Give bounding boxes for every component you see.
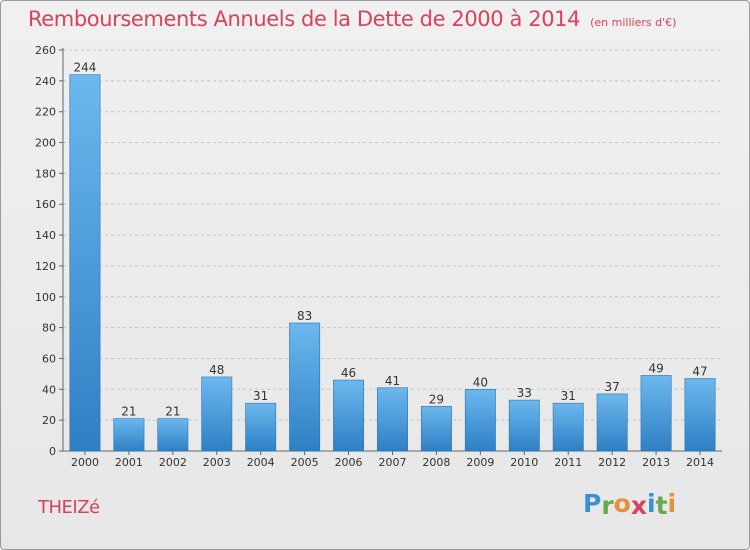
bar-2005 [289, 322, 321, 452]
bar-value-label: 33 [517, 386, 532, 400]
y-tick-label: 100 [35, 291, 56, 304]
y-tick-label: 20 [42, 414, 56, 427]
y-tick-label: 60 [42, 352, 56, 365]
x-tick-label: 2001 [115, 456, 143, 469]
bar-2014 [684, 378, 716, 452]
logo-letter: o [613, 489, 631, 518]
bar-value-label: 37 [605, 380, 620, 394]
bar-2013 [640, 375, 672, 452]
x-tick-label: 2000 [71, 456, 99, 469]
bar-value-label: 244 [74, 61, 97, 75]
logo-letter: P [583, 489, 602, 518]
proxiti-logo: Proxiti [583, 489, 677, 520]
bar-value-label: 46 [341, 366, 356, 380]
logo-letter: i [667, 489, 677, 518]
x-tick-label: 2010 [510, 456, 538, 469]
bar-2004 [245, 402, 277, 452]
bar-2006 [333, 379, 365, 452]
chart-title-text: Remboursements Annuels de la Dette de 20… [28, 7, 581, 31]
y-tick-label: 0 [49, 445, 56, 458]
logo-letter: i [647, 489, 656, 518]
bar-value-label: 49 [648, 361, 663, 375]
chart-unit-note: (en milliers d'€) [590, 16, 677, 29]
bar-2001 [113, 418, 145, 452]
x-tick-label: 2002 [159, 456, 187, 469]
x-tick-label: 2011 [554, 456, 582, 469]
y-tick-label: 240 [35, 75, 56, 88]
logo-letter: r [601, 491, 614, 520]
bar-value-label: 21 [121, 405, 136, 419]
logo-letter: x [630, 491, 647, 520]
y-tick-label: 160 [35, 198, 56, 211]
bar-2008 [420, 405, 452, 452]
x-tick-label: 2003 [203, 456, 231, 469]
y-tick-label: 120 [35, 260, 56, 273]
x-tick-label: 2004 [247, 456, 275, 469]
x-tick-label: 2007 [379, 456, 407, 469]
y-tick-label: 260 [35, 44, 56, 57]
bar-value-label: 40 [473, 375, 488, 389]
x-tick-label: 2013 [642, 456, 670, 469]
bar-value-label: 31 [561, 389, 576, 403]
y-tick-label: 220 [35, 106, 56, 119]
x-tick-label: 2009 [466, 456, 494, 469]
bar-2003 [201, 376, 233, 452]
bar-2012 [596, 393, 628, 452]
bar-value-label: 31 [253, 389, 268, 403]
x-tick-label: 2014 [686, 456, 714, 469]
x-tick-label: 2008 [422, 456, 450, 469]
bar-value-label: 21 [165, 405, 180, 419]
bar-value-label: 47 [692, 365, 707, 379]
bar-2000 [69, 74, 101, 452]
bar-2007 [377, 387, 408, 452]
logo-letter: t [655, 491, 668, 520]
y-tick-label: 200 [35, 137, 56, 150]
y-tick-label: 140 [35, 229, 56, 242]
y-tick-label: 180 [35, 167, 56, 180]
bar-value-label: 83 [297, 309, 312, 323]
bar-value-label: 41 [385, 374, 400, 388]
x-tick-label: 2005 [291, 456, 319, 469]
chart-title: Remboursements Annuels de la Dette de 20… [28, 7, 676, 31]
bar-2009 [464, 389, 496, 452]
x-tick-label: 2006 [335, 456, 363, 469]
bar-2010 [508, 399, 540, 452]
y-tick-label: 80 [42, 322, 56, 335]
commune-name: THEIZé [38, 497, 100, 518]
bar-2011 [552, 402, 584, 452]
bar-2002 [157, 418, 189, 452]
bar-value-label: 48 [209, 363, 224, 377]
bar-value-label: 29 [429, 392, 444, 406]
x-tick-label: 2012 [598, 456, 626, 469]
y-tick-label: 40 [42, 383, 56, 396]
